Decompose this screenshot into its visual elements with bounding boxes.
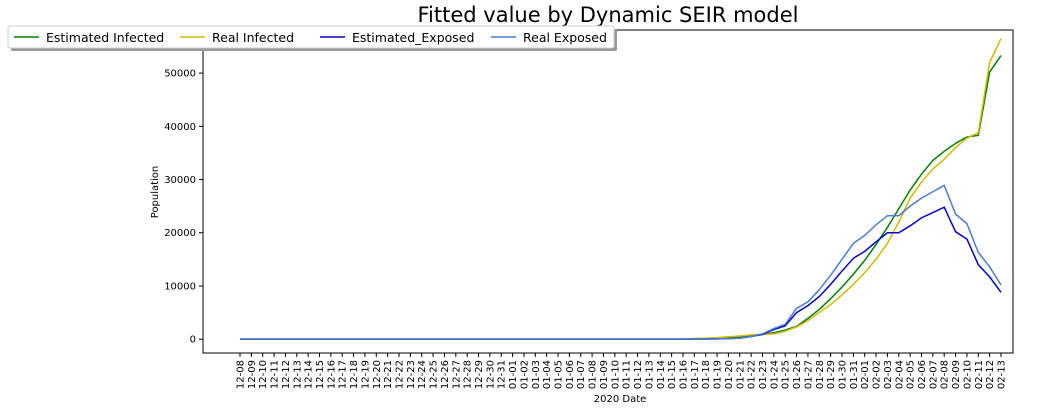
x-tick-label: 01-04 [542,360,553,389]
x-tick-label: 02-10 [962,360,973,389]
x-tick-label: 12-13 [292,360,303,389]
x-tick-label: 01-06 [565,360,576,389]
x-tick-label: 12-15 [315,360,326,389]
legend-label: Real Exposed [523,30,607,45]
x-tick-label: 01-11 [622,360,633,389]
legend-box [7,25,615,49]
x-tick-label: 12-18 [349,360,360,389]
plot-frame [202,29,1014,354]
x-tick-label: 12-17 [338,360,349,389]
x-tick-label: 12-30 [485,360,496,389]
x-tick-label: 01-23 [758,360,769,389]
y-tick-label: 10000 [164,281,196,292]
x-tick-label: 01-25 [781,360,792,389]
series-line [240,184,1002,340]
x-tick-label: 02-01 [860,360,871,389]
x-tick-label: 01-28 [815,360,826,389]
x-tick-label: 01-30 [837,360,848,389]
legend: Estimated Infected Real Infected Estimated… [7,25,617,51]
x-tick-label: 12-19 [360,360,371,389]
x-tick-label: 01-15 [667,360,678,389]
x-tick-label: 12-26 [440,360,451,389]
x-tick-label: 01-26 [792,360,803,389]
x-tick-label: 01-13 [644,360,655,389]
x-tick-label: 01-12 [633,360,644,389]
x-tick-label: 02-03 [883,360,894,389]
x-tick-label: 01-31 [849,360,860,389]
x-tick-label: 01-20 [724,360,735,389]
x-tick-label: 01-02 [519,360,530,389]
legend-label: Estimated Infected [46,30,164,45]
x-tick-label: 12-08 [236,360,247,389]
x-tick-label: 01-14 [656,360,667,389]
x-tick-label: 12-10 [258,360,269,389]
x-tick-label: 01-22 [747,360,758,389]
x-tick-label: 01-18 [701,360,712,389]
x-axis-label: 2020 Date [594,394,647,405]
x-tick-label: 12-31 [497,360,508,389]
x-tick-label: 12-22 [395,360,406,389]
x-tick-label: 02-07 [928,360,939,389]
x-tick-label: 12-28 [463,360,474,389]
y-tick-label: 50000 [164,69,196,80]
x-tick-label: 01-08 [588,360,599,389]
x-tick-label: 02-02 [872,360,883,389]
x-tick-label: 12-21 [383,360,394,389]
x-tick-label: 01-24 [769,360,780,389]
x-tick-label: 12-29 [474,360,485,389]
x-tick-label: 02-05 [906,360,917,389]
x-tick-label: 12-24 [417,360,428,389]
x-tick-label: 02-11 [974,360,985,389]
x-tick-label: 12-14 [304,360,315,389]
x-tick-label: 01-07 [576,360,587,389]
x-tick-label: 01-03 [531,360,542,389]
x-tick-label: 01-17 [690,360,701,389]
x-tick-label: 12-09 [247,360,258,389]
x-tick-label: 01-19 [713,360,724,389]
x-tick-label: 02-13 [997,360,1008,389]
x-tick-label: 02-09 [951,360,962,389]
x-tick-label: 01-29 [826,360,837,389]
x-tick-label: 12-20 [372,360,383,389]
x-tick-label: 01-01 [508,360,519,389]
y-tick-label: 40000 [164,122,196,133]
x-tick-label: 12-12 [281,360,292,389]
x-tick-label: 12-25 [429,360,440,389]
chart-title: Fitted value by Dynamic SEIR model [418,3,799,27]
y-axis-label: Population [150,166,161,219]
y-tick-label: 20000 [164,228,196,239]
x-tick-label: 02-04 [894,360,905,389]
x-tick-label: 01-16 [678,360,689,389]
x-tick-label: 01-21 [735,360,746,389]
x-tick-label: 01-05 [554,360,565,389]
series-line [240,55,1002,340]
x-tick-label: 01-10 [610,360,621,389]
x-tick-label: 12-27 [451,360,462,389]
x-tick-label: 02-06 [917,360,928,389]
x-tick-label: 01-09 [599,360,610,389]
x-tick-label: 02-12 [985,360,996,389]
x-tick-label: 01-27 [803,360,814,389]
y-tick-label: 0 [190,335,196,346]
x-tick-label: 12-23 [406,360,417,389]
series-line [240,38,1002,340]
x-tick-label: 12-11 [270,360,281,389]
x-tick-label: 12-16 [326,360,337,389]
y-tick-label: 30000 [164,175,196,186]
legend-label: Estimated_Exposed [352,30,474,45]
legend-label: Real Infected [212,30,294,45]
x-tick-label: 02-08 [940,360,951,389]
